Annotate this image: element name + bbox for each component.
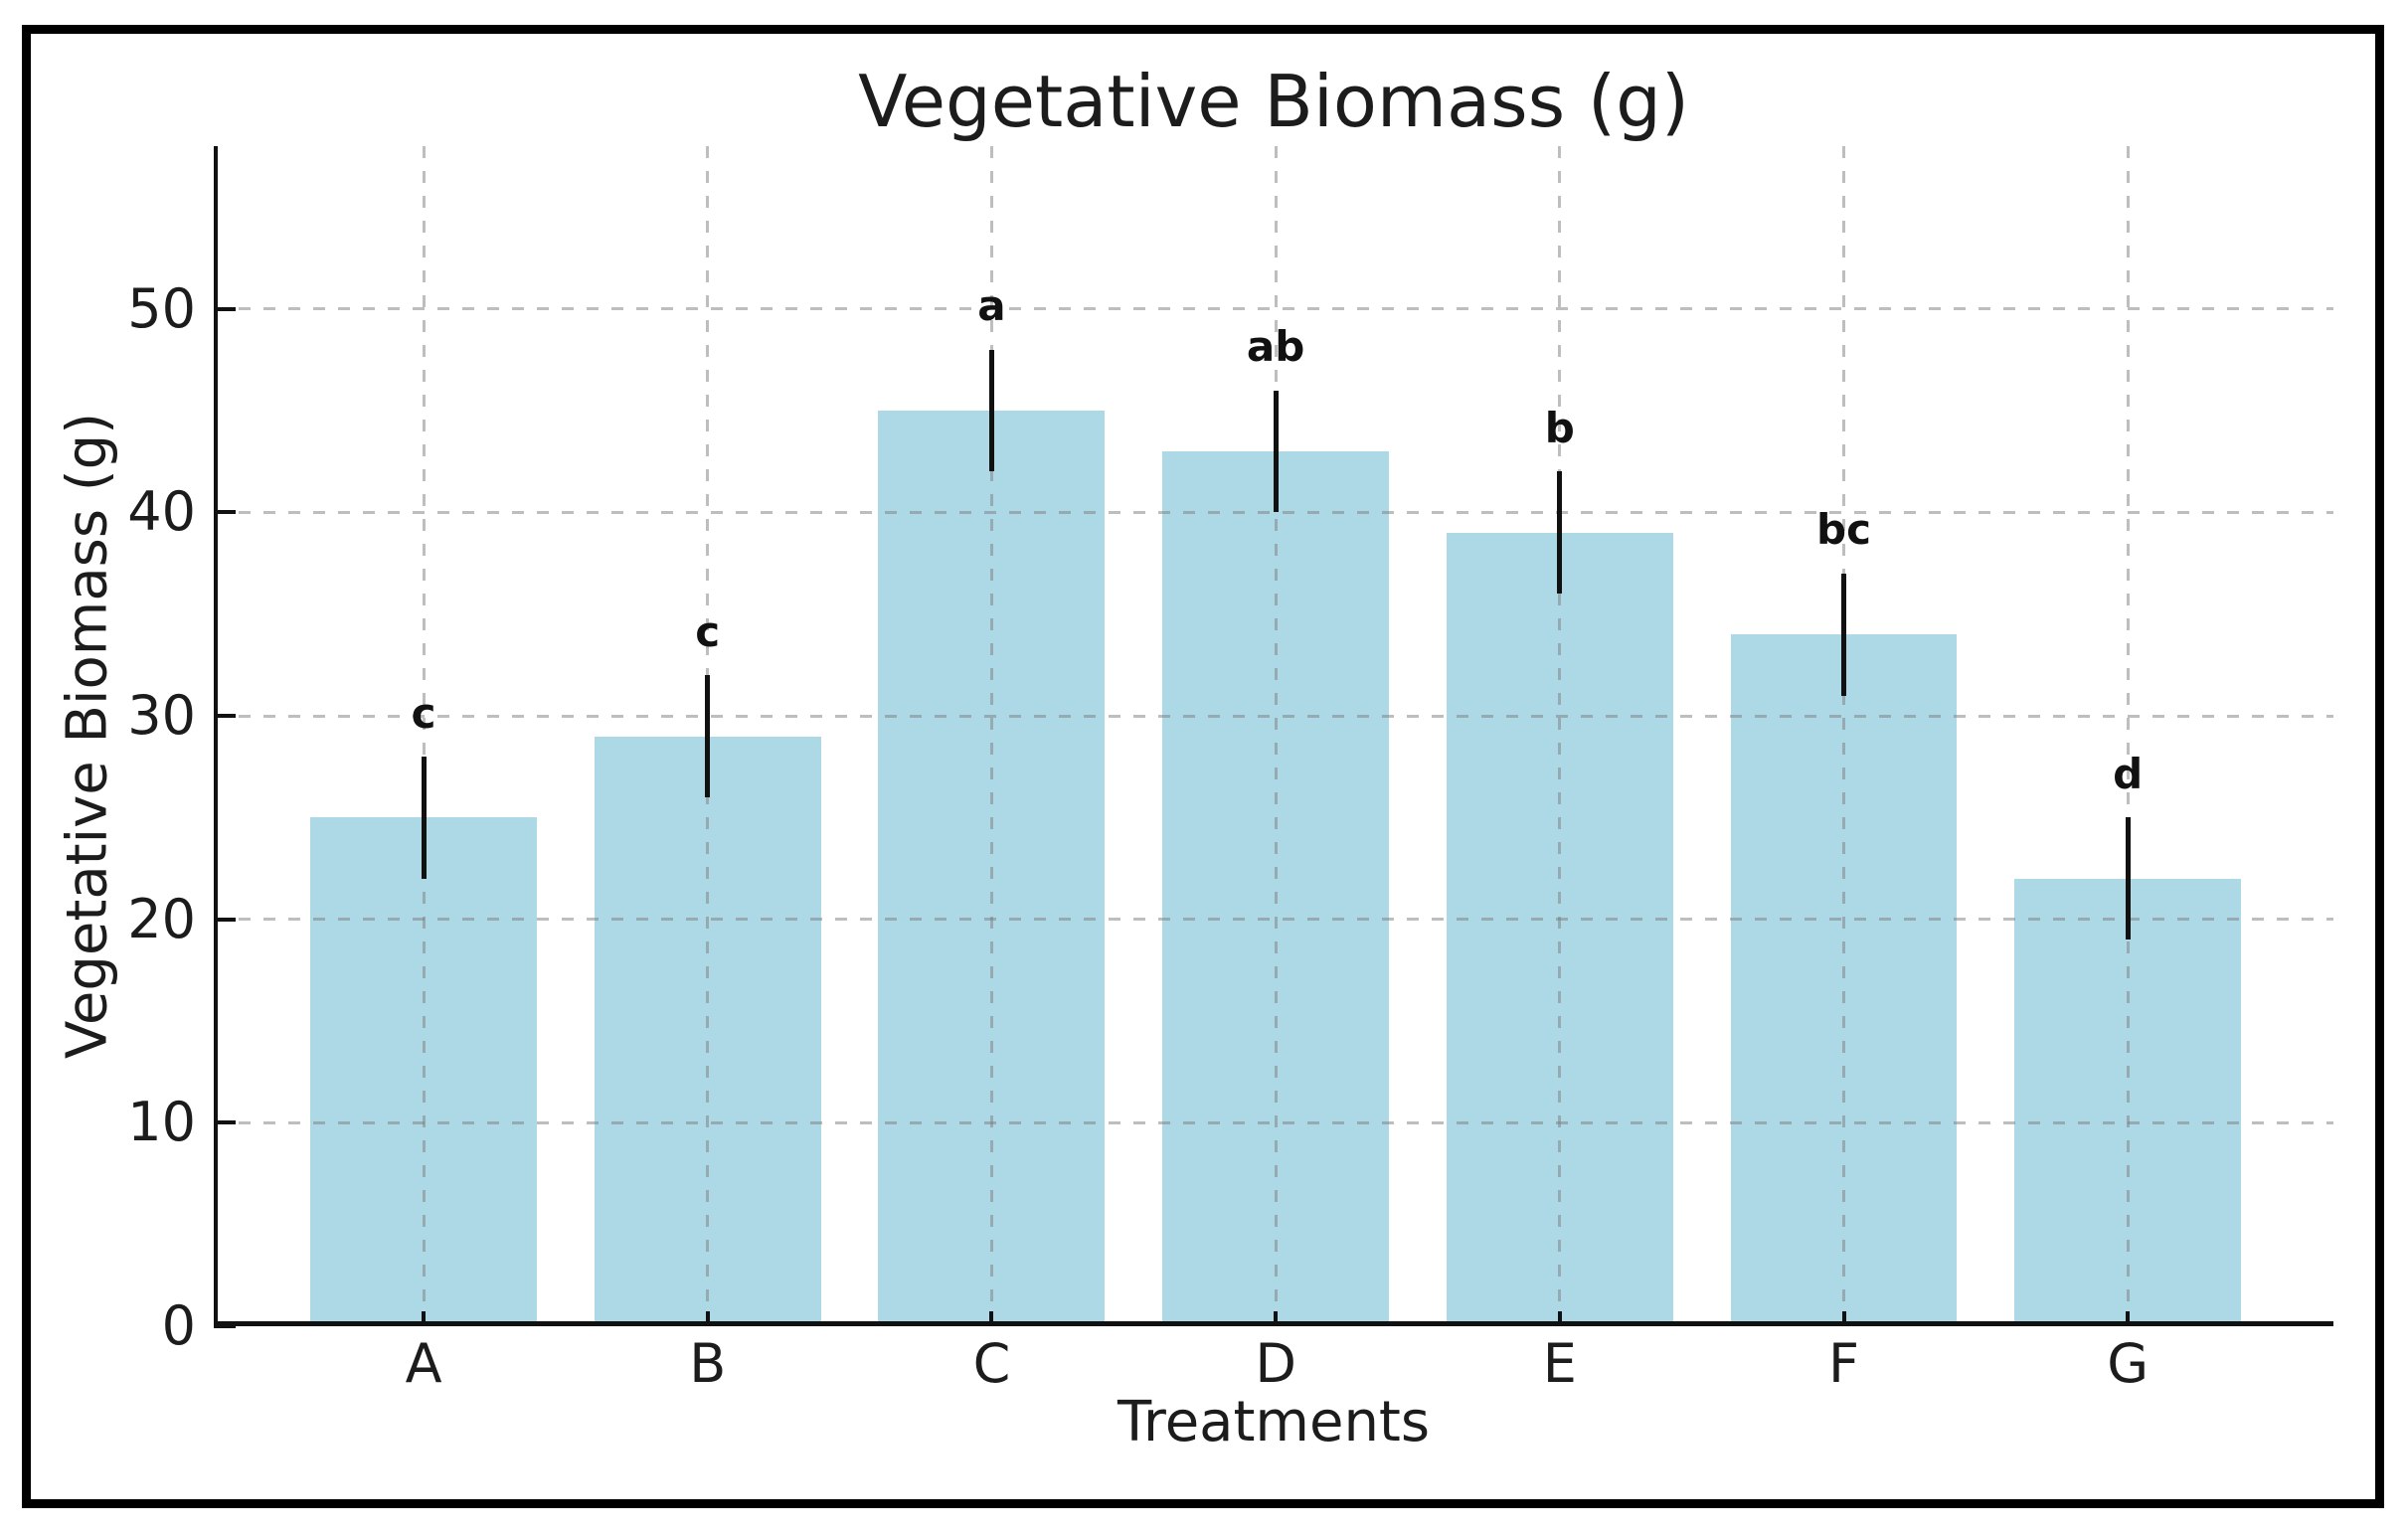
significance-letter-G: d [2113, 749, 2144, 798]
gridline-y-20 [214, 918, 2333, 922]
y-axis-spine [214, 146, 218, 1326]
gridline-x-D [1274, 146, 1278, 1321]
gridline-x-A [422, 146, 426, 1321]
x-axis-spine [214, 1321, 2333, 1326]
x-tick-F [1841, 1311, 1846, 1326]
gridline-x-E [1558, 146, 1562, 1321]
y-tick-label-20: 20 [127, 887, 196, 950]
y-tick-40 [214, 510, 236, 515]
x-tick-label-A: A [405, 1332, 442, 1395]
plot-area: c c a ab b bc d [214, 146, 2333, 1328]
significance-letter-C: a [977, 281, 1006, 331]
x-tick-G [2126, 1311, 2131, 1326]
gridline-x-C [989, 146, 993, 1321]
error-bar-C [988, 349, 994, 472]
chart-title: Vegetative Biomass (g) [858, 60, 1689, 143]
error-bar-A [421, 756, 427, 879]
x-tick-label-D: D [1255, 1332, 1296, 1395]
x-tick-label-B: B [689, 1332, 727, 1395]
y-tick-0 [214, 1324, 236, 1328]
x-tick-D [1274, 1311, 1279, 1326]
x-tick-label-G: G [2107, 1332, 2150, 1395]
y-tick-label-50: 50 [127, 276, 196, 340]
significance-letter-B: c [695, 606, 721, 656]
gridline-x-G [2126, 146, 2130, 1321]
x-tick-A [422, 1311, 427, 1326]
error-bar-B [705, 675, 711, 797]
error-bar-F [1841, 573, 1846, 696]
gridline-y-50 [214, 307, 2333, 311]
gridline-x-F [1842, 146, 1845, 1321]
y-tick-label-40: 40 [127, 480, 196, 544]
x-tick-C [989, 1311, 994, 1326]
y-tick-label-10: 10 [127, 1091, 196, 1154]
y-tick-20 [214, 917, 236, 922]
x-tick-B [705, 1311, 710, 1326]
y-tick-30 [214, 714, 236, 719]
error-bar-E [1557, 471, 1563, 595]
significance-letter-E: b [1544, 403, 1575, 452]
x-tick-label-E: E [1542, 1332, 1577, 1395]
x-tick-label-F: F [1827, 1332, 1860, 1395]
y-tick-label-0: 0 [161, 1294, 196, 1357]
gridline-y-10 [214, 1120, 2333, 1124]
error-bar-D [1273, 390, 1279, 513]
error-bar-G [2125, 817, 2131, 940]
x-tick-E [1557, 1311, 1562, 1326]
x-tick-label-C: C [972, 1332, 1011, 1395]
y-tick-10 [214, 1120, 236, 1125]
significance-letter-F: bc [1816, 505, 1871, 555]
y-tick-label-30: 30 [127, 684, 196, 748]
y-tick-50 [214, 306, 236, 311]
x-axis-label: Treatments [1117, 1390, 1431, 1454]
significance-letter-A: c [411, 688, 436, 738]
significance-letter-D: ab [1246, 322, 1305, 372]
gridline-y-30 [214, 714, 2333, 718]
